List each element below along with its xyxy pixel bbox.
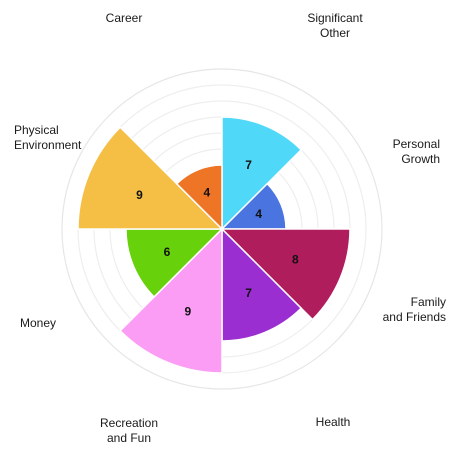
sector-value-label: 7 (245, 158, 252, 172)
category-label-group: Significant Other Personal Growth Family and … (14, 11, 446, 445)
category-label: Recreation and Fun (100, 416, 158, 445)
grid-ring (61, 68, 383, 390)
sector-3 (220, 228, 351, 321)
value-label-group: 7 4 8 7 9 6 9 4 (136, 158, 299, 319)
category-label: Physical Environment (14, 123, 82, 152)
category-label: Career (106, 11, 143, 25)
sector-value-label: 4 (255, 207, 262, 221)
sector-value-label: 8 (292, 252, 299, 266)
category-label: Personal Growth (393, 137, 440, 166)
sector-value-label: 9 (184, 305, 191, 319)
sector-6 (125, 228, 224, 298)
sector-4 (221, 227, 303, 342)
sector-8 (175, 164, 223, 231)
category-label: Family and Friends (383, 295, 446, 324)
sector-value-label: 4 (203, 185, 210, 199)
category-label: Health (316, 415, 351, 429)
sector-value-label: 6 (164, 245, 171, 259)
sector-value-label: 7 (245, 286, 252, 300)
category-label: Money (20, 316, 56, 330)
sector-value-label: 9 (136, 188, 143, 202)
sector-group (77, 116, 351, 374)
sector-5 (119, 227, 223, 374)
sector-1 (221, 116, 303, 231)
category-label: Significant Other (307, 11, 363, 40)
sector-7 (77, 126, 224, 230)
